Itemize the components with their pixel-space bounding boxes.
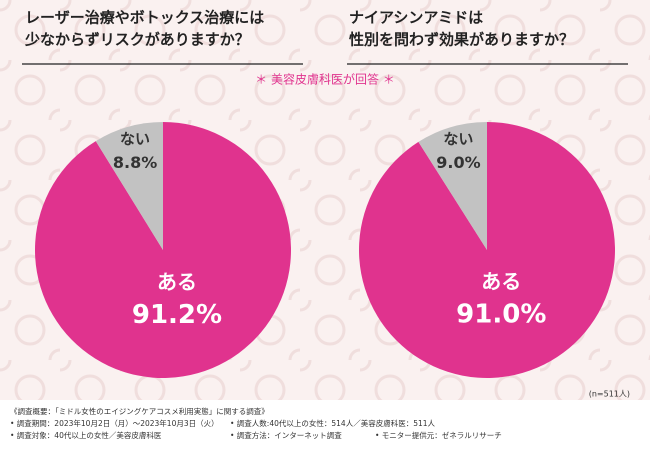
chart-title: ナイアシンアミドは (349, 9, 483, 27)
survey-item: • モニター提供元：ゼネラルリサーチ (375, 430, 502, 440)
footer-band (0, 400, 650, 450)
survey-item: • 調査期間：2023年10月2日（月）〜2023年10月3日（火） (10, 418, 219, 428)
slice-value-label: 91.0% (456, 300, 546, 330)
subtitle: ＊ 美容皮膚科医が回答 ＊ (255, 72, 395, 87)
survey-item: • 調査人数:40代以上の女性：514人／美容皮膚科医：511人 (230, 418, 436, 428)
pie-slice (418, 122, 487, 250)
survey-item: • 調査対象：40代以上の女性／美容皮膚科医 (10, 430, 162, 440)
chart-title: レーザー治療やボトックス治療には (25, 9, 264, 27)
slice-category: ある (157, 270, 197, 294)
slice-category: ない (443, 130, 473, 148)
survey-heading: 《調査概要：「ミドル女性のエイジングケアコスメ利用実態」に関する調査》 (10, 406, 269, 416)
slice-value-label: 8.8% (113, 153, 157, 172)
slice-category: ない (120, 130, 150, 148)
sample-size: (n=511人) (589, 390, 630, 399)
slice-value-label: 91.2% (132, 300, 222, 330)
slice-category: ある (481, 270, 521, 294)
chart-title: 性別を問わず効果がありますか？ (349, 31, 574, 49)
slice-value-label: 9.0% (436, 153, 480, 172)
survey-item: • 調査方法：インターネット調査 (230, 430, 342, 440)
pie-slice (95, 122, 163, 250)
chart-title: 少なからずリスクがありますか？ (24, 31, 250, 49)
